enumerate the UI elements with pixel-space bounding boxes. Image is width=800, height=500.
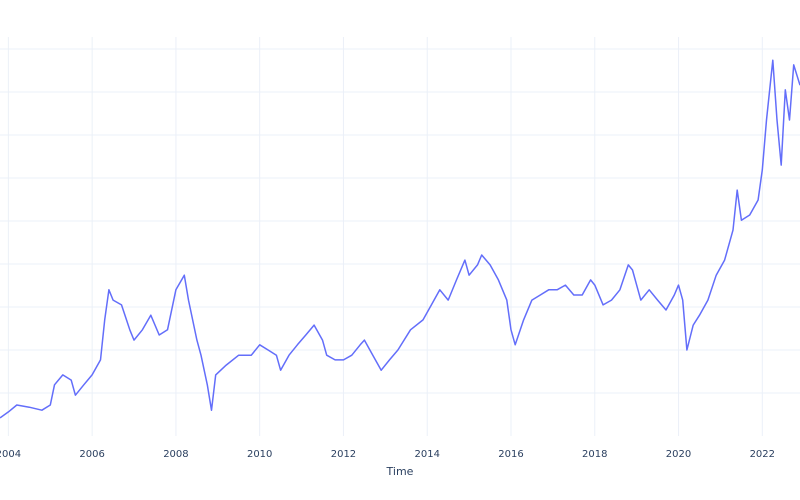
x-tick-label: 2022 (750, 449, 775, 460)
x-tick-label: 2008 (163, 449, 188, 460)
x-axis-title: Time (386, 465, 414, 478)
x-tick-label: 2016 (498, 449, 523, 460)
x-tick-label: 2012 (331, 449, 356, 460)
data-line (0, 59, 800, 419)
x-tick-label: 2018 (582, 449, 607, 460)
x-tick-label: 2006 (79, 449, 104, 460)
x-tick-label: 2010 (247, 449, 272, 460)
x-tick-label: 2020 (666, 449, 691, 460)
x-tick-label: 2004 (0, 449, 21, 460)
x-tick-label: 2014 (414, 449, 439, 460)
